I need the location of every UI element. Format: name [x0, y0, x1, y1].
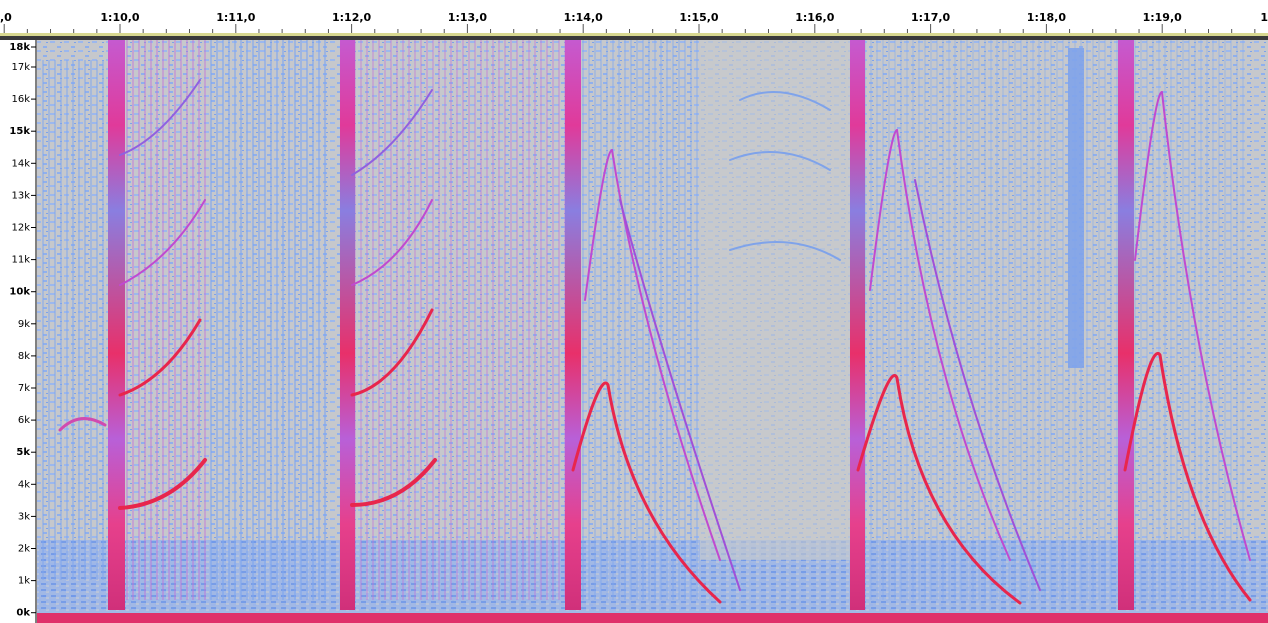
ruler-label: 1:14,0	[564, 11, 604, 24]
frequency-label: 18k	[9, 42, 30, 53]
ruler-label: 1	[1260, 11, 1268, 24]
frequency-label: 14k	[11, 158, 30, 169]
frequency-label: 12k	[11, 223, 30, 234]
ruler-border	[0, 36, 1268, 40]
frequency-label: 9k	[18, 319, 30, 330]
ruler-label: 1:12,0	[332, 11, 372, 24]
frequency-label: 2k	[18, 544, 30, 555]
frequency-label: 4k	[18, 479, 30, 490]
frequency-labels: 18k 17k 16k 15k 14k 13k 12k 11k 10k 9k 8k 7k 6k 5k 4k 3…	[9, 42, 36, 619]
ruler-labels: ,0 1:10,0 1:11,0 1:12,0 1:13,0 1:14,0 1:15,0 1:…	[0, 11, 1268, 24]
frequency-label: 11k	[11, 255, 30, 266]
ruler-label: ,0	[0, 11, 12, 24]
frequency-label: 8k	[18, 351, 30, 362]
frequency-label: 17k	[11, 62, 30, 73]
frequency-label: 7k	[18, 383, 30, 394]
spectrogram	[37, 40, 1268, 623]
frequency-label: 1k	[18, 576, 30, 587]
frequency-axis	[0, 40, 36, 623]
frequency-label: 15k	[9, 126, 30, 137]
ruler-ticks	[3, 24, 1256, 33]
frequency-label: 5k	[16, 447, 30, 458]
ruler-label: 1:16,0	[795, 11, 835, 24]
frequency-label: 10k	[9, 287, 30, 298]
frequency-label: 16k	[11, 94, 30, 105]
frequency-label: 6k	[18, 415, 30, 426]
ruler-label: 1:19,0	[1143, 11, 1183, 24]
ruler-label: 1:10,0	[100, 11, 140, 24]
ruler-label: 1:17,0	[911, 11, 951, 24]
ruler-label: 1:18,0	[1027, 11, 1067, 24]
frequency-label: 0k	[16, 608, 30, 619]
timeline-ruler[interactable]	[0, 0, 1268, 34]
ruler-label: 1:13,0	[448, 11, 488, 24]
ruler-label: 1:15,0	[679, 11, 719, 24]
frequency-label: 3k	[18, 511, 30, 522]
ruler-border	[0, 33, 1268, 36]
ruler-label: 1:11,0	[216, 11, 256, 24]
frequency-label: 13k	[11, 190, 30, 201]
